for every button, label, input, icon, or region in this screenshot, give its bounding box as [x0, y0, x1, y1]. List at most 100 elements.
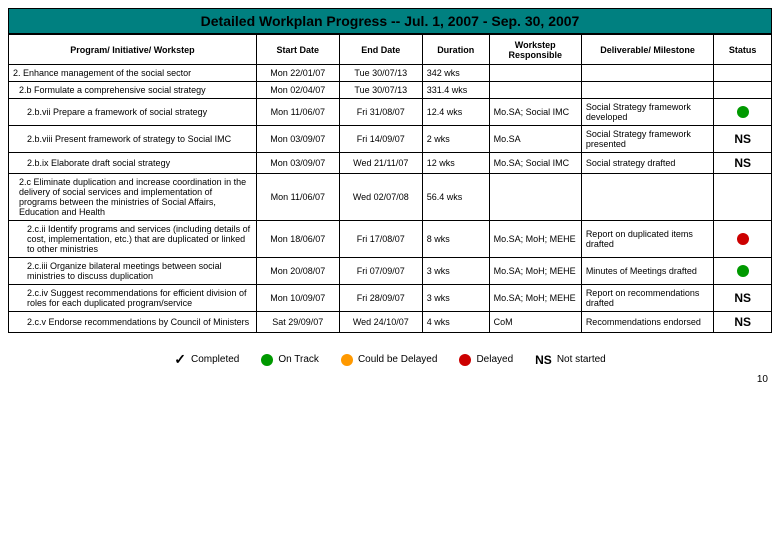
green-dot-icon: [737, 106, 749, 118]
cell-duration: 331.4 wks: [422, 82, 489, 99]
cell-deliverable: Minutes of Meetings drafted: [581, 258, 714, 285]
table-row: 2.b.viii Present framework of strategy t…: [9, 126, 772, 153]
cell-deliverable: [581, 65, 714, 82]
cell-program: 2.b Formulate a comprehensive social str…: [9, 82, 257, 99]
cell-start: Mon 11/06/07: [256, 174, 339, 221]
cell-start: Mon 02/04/07: [256, 82, 339, 99]
cell-end: Wed 21/11/07: [339, 153, 422, 174]
cell-end: Tue 30/07/13: [339, 82, 422, 99]
cell-end: Fri 07/09/07: [339, 258, 422, 285]
cell-deliverable: Report on recommendations drafted: [581, 285, 714, 312]
cell-responsible: Mo.SA; Social IMC: [489, 153, 581, 174]
cell-status: NS: [714, 153, 772, 174]
cell-responsible: Mo.SA: [489, 126, 581, 153]
cell-duration: 8 wks: [422, 221, 489, 258]
cell-status: NS: [714, 312, 772, 333]
cell-program: 2.c Eliminate duplication and increase c…: [9, 174, 257, 221]
cell-responsible: [489, 65, 581, 82]
cell-start: Sat 29/09/07: [256, 312, 339, 333]
table-row: 2.c.v Endorse recommendations by Council…: [9, 312, 772, 333]
cell-status: [714, 99, 772, 126]
legend: ✓ Completed On Track Could be Delayed De…: [8, 351, 772, 368]
cell-program: 2.c.iv Suggest recommendations for effic…: [9, 285, 257, 312]
cell-end: Fri 28/09/07: [339, 285, 422, 312]
cell-responsible: [489, 82, 581, 99]
ns-label: NS: [535, 353, 552, 367]
cell-deliverable: Social Strategy framework developed: [581, 99, 714, 126]
cell-deliverable: Social Strategy framework presented: [581, 126, 714, 153]
cell-start: Mon 20/08/07: [256, 258, 339, 285]
table-row: 2.b.vii Prepare a framework of social st…: [9, 99, 772, 126]
cell-status: NS: [714, 285, 772, 312]
cell-status: [714, 82, 772, 99]
cell-deliverable: [581, 82, 714, 99]
table-row: 2.b.ix Elaborate draft social strategyMo…: [9, 153, 772, 174]
orange-dot-icon: [341, 354, 353, 366]
cell-responsible: CoM: [489, 312, 581, 333]
legend-ontrack: On Track: [261, 354, 319, 366]
status-ns: NS: [734, 132, 751, 146]
cell-program: 2.c.iii Organize bilateral meetings betw…: [9, 258, 257, 285]
cell-duration: 3 wks: [422, 258, 489, 285]
check-icon: ✓: [174, 351, 186, 368]
cell-end: Fri 14/09/07: [339, 126, 422, 153]
red-dot-icon: [737, 233, 749, 245]
cell-program: 2. Enhance management of the social sect…: [9, 65, 257, 82]
cell-status: NS: [714, 126, 772, 153]
red-dot-icon: [459, 354, 471, 366]
cell-program: 2.c.v Endorse recommendations by Council…: [9, 312, 257, 333]
cell-duration: 56.4 wks: [422, 174, 489, 221]
legend-notstarted-label: Not started: [557, 354, 606, 365]
cell-end: Fri 31/08/07: [339, 99, 422, 126]
cell-program: 2.b.viii Present framework of strategy t…: [9, 126, 257, 153]
cell-status: [714, 258, 772, 285]
cell-responsible: Mo.SA; MoH; MEHE: [489, 285, 581, 312]
legend-completed: ✓ Completed: [174, 351, 239, 368]
cell-duration: 3 wks: [422, 285, 489, 312]
col-status: Status: [714, 35, 772, 65]
cell-program: 2.b.vii Prepare a framework of social st…: [9, 99, 257, 126]
cell-deliverable: Social strategy drafted: [581, 153, 714, 174]
cell-deliverable: Recommendations endorsed: [581, 312, 714, 333]
cell-start: Mon 03/09/07: [256, 153, 339, 174]
cell-start: Mon 22/01/07: [256, 65, 339, 82]
table-row: 2.c.ii Identify programs and services (i…: [9, 221, 772, 258]
page-title: Detailed Workplan Progress -- Jul. 1, 20…: [201, 13, 580, 29]
table-row: 2. Enhance management of the social sect…: [9, 65, 772, 82]
cell-responsible: Mo.SA; MoH; MEHE: [489, 221, 581, 258]
cell-start: Mon 18/06/07: [256, 221, 339, 258]
col-program: Program/ Initiative/ Workstep: [9, 35, 257, 65]
cell-start: Mon 10/09/07: [256, 285, 339, 312]
cell-end: Tue 30/07/13: [339, 65, 422, 82]
col-responsible: Workstep Responsible: [489, 35, 581, 65]
cell-duration: 12 wks: [422, 153, 489, 174]
status-ns: NS: [734, 291, 751, 305]
status-ns: NS: [734, 156, 751, 170]
green-dot-icon: [737, 265, 749, 277]
legend-ontrack-label: On Track: [278, 354, 319, 365]
cell-program: 2.c.ii Identify programs and services (i…: [9, 221, 257, 258]
col-deliverable: Deliverable/ Milestone: [581, 35, 714, 65]
header-row: Program/ Initiative/ Workstep Start Date…: [9, 35, 772, 65]
cell-start: Mon 03/09/07: [256, 126, 339, 153]
cell-deliverable: [581, 174, 714, 221]
cell-status: [714, 221, 772, 258]
cell-end: Fri 17/08/07: [339, 221, 422, 258]
cell-responsible: Mo.SA; MoH; MEHE: [489, 258, 581, 285]
cell-responsible: Mo.SA; Social IMC: [489, 99, 581, 126]
cell-duration: 2 wks: [422, 126, 489, 153]
cell-start: Mon 11/06/07: [256, 99, 339, 126]
cell-end: Wed 02/07/08: [339, 174, 422, 221]
table-row: 2.c.iv Suggest recommendations for effic…: [9, 285, 772, 312]
cell-status: [714, 65, 772, 82]
cell-duration: 342 wks: [422, 65, 489, 82]
legend-couldbedelayed-label: Could be Delayed: [358, 354, 438, 365]
legend-couldbedelayed: Could be Delayed: [341, 354, 438, 366]
table-row: 2.c.iii Organize bilateral meetings betw…: [9, 258, 772, 285]
legend-notstarted: NS Not started: [535, 353, 606, 367]
col-start: Start Date: [256, 35, 339, 65]
green-dot-icon: [261, 354, 273, 366]
table-row: 2.b Formulate a comprehensive social str…: [9, 82, 772, 99]
col-duration: Duration: [422, 35, 489, 65]
col-end: End Date: [339, 35, 422, 65]
